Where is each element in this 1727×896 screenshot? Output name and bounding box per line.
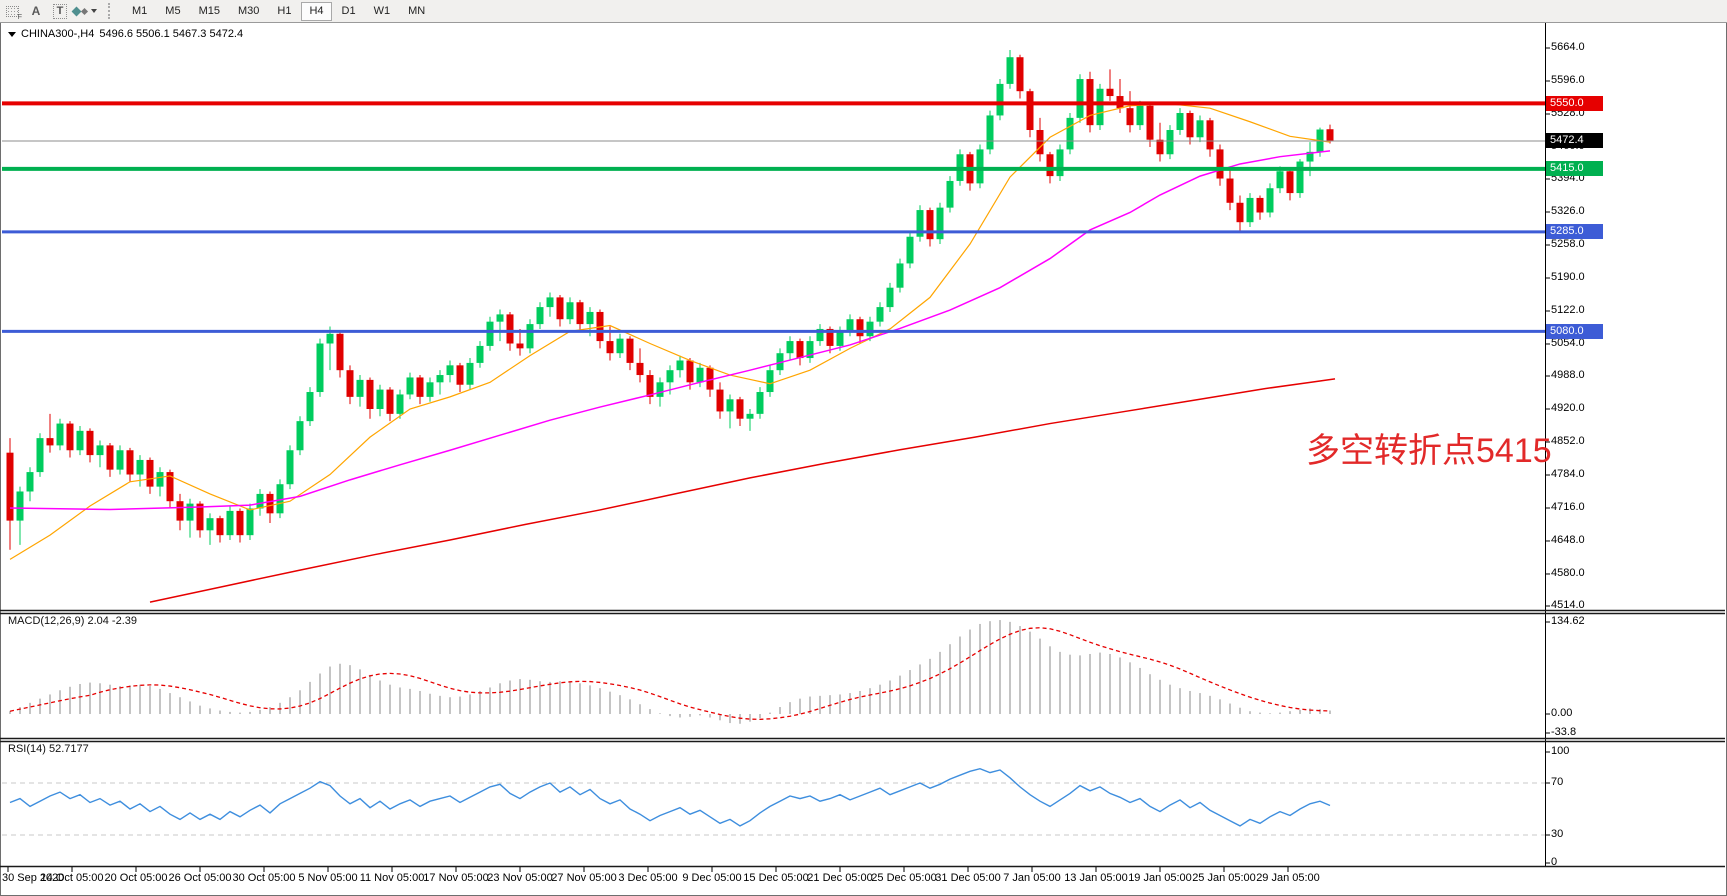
- price-axis-label: 5258.0: [1551, 237, 1585, 250]
- letter-a-icon[interactable]: A: [31, 4, 41, 18]
- ma-slow-red: [149, 378, 1336, 603]
- price-axis-label: 4580.0: [1551, 566, 1585, 579]
- date-axis-label: 14 Oct 05:00: [40, 872, 104, 884]
- macd-indicator-label: MACD(12,26,9) 2.04 -2.39: [8, 615, 138, 627]
- date-axis-label: 30 Sep 2020: [2, 872, 65, 884]
- color-styler-icon[interactable]: [71, 2, 97, 20]
- timeframe-toolbar: M1 M5 M15 M30 H1 H4 D1 W1 MN: [123, 0, 434, 22]
- text-label-icon[interactable]: T: [49, 2, 71, 20]
- date-axis-label: 15 Dec 05:00: [743, 872, 809, 884]
- chart-symbol-period: CHINA300-,H4: [21, 28, 95, 40]
- timeframe-button-m15[interactable]: M15: [198, 4, 220, 17]
- timeframe-button-m30[interactable]: M30: [237, 4, 260, 17]
- date-axis-label: 25 Dec 05:00: [871, 872, 937, 884]
- date-axis-label: 31 Dec 05:00: [935, 872, 1001, 884]
- candlestick-series: [6, 49, 1334, 550]
- ma-fast-orange: [9, 103, 1331, 560]
- rsi-axis-label: 0: [1551, 856, 1558, 868]
- date-axis[interactable]: 30 Sep 2020 14 Oct 05:00 20 Oct 05:00 26 Oc…: [0, 869, 1545, 893]
- dotted-grid-glyph: [5, 5, 19, 17]
- rsi-panel-separator[interactable]: [0, 736, 1545, 742]
- rsi-indicator-label: RSI(14) 52.7177: [8, 743, 89, 755]
- text-label-glyph: T: [52, 3, 68, 19]
- date-axis-label: 17 Nov 05:00: [423, 872, 489, 884]
- chart-ohlc-values: 5496.6 5506.1 5467.3 5472.4: [99, 28, 244, 40]
- price-tag-5080.0[interactable]: 5080.0: [1546, 323, 1603, 339]
- rsi-axis-label: 30: [1551, 828, 1564, 840]
- date-axis-label: 5 Nov 05:00: [298, 872, 358, 884]
- macd-axis-label: 134.62: [1551, 615, 1585, 627]
- timeframe-button-h1[interactable]: H1: [277, 4, 292, 17]
- macd-panel-separator[interactable]: [0, 608, 1545, 614]
- rsi-line: [9, 767, 1331, 827]
- rsi-axis-label: 70: [1551, 776, 1564, 788]
- macd-axis-label: 0.00: [1551, 707, 1573, 719]
- price-axis-label: 5664.0: [1551, 41, 1585, 53]
- toolbar: F A T M1 M5 M15 M30 H1 H4 D1 W1 MN: [0, 0, 1727, 23]
- price-axis-label: 5190.0: [1551, 270, 1585, 283]
- date-axis-label: 19 Jan 05:00: [1128, 872, 1192, 884]
- rsi-axis-label: 100: [1551, 745, 1570, 757]
- date-axis-label: 21 Dec 05:00: [807, 872, 873, 884]
- styler-diamond2-icon: [80, 7, 89, 15]
- date-axis-label: 3 Dec 05:00: [618, 872, 678, 884]
- date-axis-label: 11 Nov 05:00: [359, 872, 425, 884]
- dropdown-caret-icon: [91, 9, 97, 13]
- timeframe-button-m5[interactable]: M5: [165, 4, 181, 17]
- price-axis-label: 4988.0: [1551, 369, 1585, 381]
- date-axis-label: 23 Nov 05:00: [487, 872, 553, 884]
- price-axis-label: 4514.0: [1551, 599, 1585, 611]
- timeframe-button-m1[interactable]: M1: [132, 4, 148, 17]
- current-price-tag[interactable]: 5472.4: [1546, 133, 1603, 149]
- macd-signal-line: [9, 627, 1331, 721]
- chart-text-annotation[interactable]: 多空转折点5415: [1306, 432, 1552, 470]
- price-axis-label: 4852.0: [1551, 434, 1585, 447]
- grid-f-sub-label: F: [17, 14, 22, 21]
- price-axis-label: 4716.0: [1551, 500, 1585, 513]
- chart-title-overlay: CHINA300-,H4 5496.6 5506.1 5467.3 5472.4: [8, 28, 243, 40]
- price-axis-label: 4920.0: [1551, 402, 1585, 414]
- price-axis[interactable]: 5664.05596.05528.05460.05394.05326.05258…: [1546, 23, 1725, 868]
- date-axis-label: 20 Oct 05:00: [104, 872, 168, 884]
- timeframe-button-d1[interactable]: D1: [341, 4, 356, 17]
- date-axis-label: 30 Oct 05:00: [232, 872, 296, 884]
- price-axis-label: 4784.0: [1551, 467, 1585, 480]
- macd-histogram: [9, 620, 1331, 724]
- price-axis-label: 5054.0: [1551, 336, 1585, 349]
- price-tag-5550.0[interactable]: 5550.0: [1546, 95, 1603, 111]
- price-tag-5415.0[interactable]: 5415.0: [1546, 161, 1603, 177]
- macd-axis-label: -33.8: [1551, 726, 1577, 738]
- price-tag-5285.0[interactable]: 5285.0: [1546, 224, 1603, 240]
- date-axis-label: 25 Jan 05:00: [1192, 872, 1256, 884]
- date-axis-label: 13 Jan 05:00: [1064, 872, 1128, 884]
- date-axis-label: 27 Nov 05:00: [551, 872, 617, 884]
- price-axis-label: 5122.0: [1551, 303, 1585, 316]
- date-axis-label: 9 Dec 05:00: [682, 872, 742, 884]
- toolbar-drag-handle[interactable]: [108, 3, 117, 19]
- chart-menu-arrow-icon[interactable]: [8, 31, 16, 37]
- timeframe-button-w1[interactable]: W1: [373, 4, 391, 17]
- timeframe-button-mn[interactable]: MN: [408, 4, 426, 17]
- date-axis-label: 26 Oct 05:00: [168, 872, 232, 884]
- price-axis-label: 4648.0: [1551, 533, 1585, 546]
- timeframe-button-h4[interactable]: H4: [301, 1, 332, 21]
- price-axis-label: 5596.0: [1551, 73, 1585, 86]
- date-axis-label: 29 Jan 05:00: [1256, 872, 1320, 884]
- ma-mid-magenta: [9, 150, 1331, 511]
- dotted-grid-f-icon[interactable]: F: [1, 2, 23, 21]
- price-axis-label: 5326.0: [1551, 205, 1585, 217]
- date-axis-label: 7 Jan 05:00: [1003, 872, 1061, 884]
